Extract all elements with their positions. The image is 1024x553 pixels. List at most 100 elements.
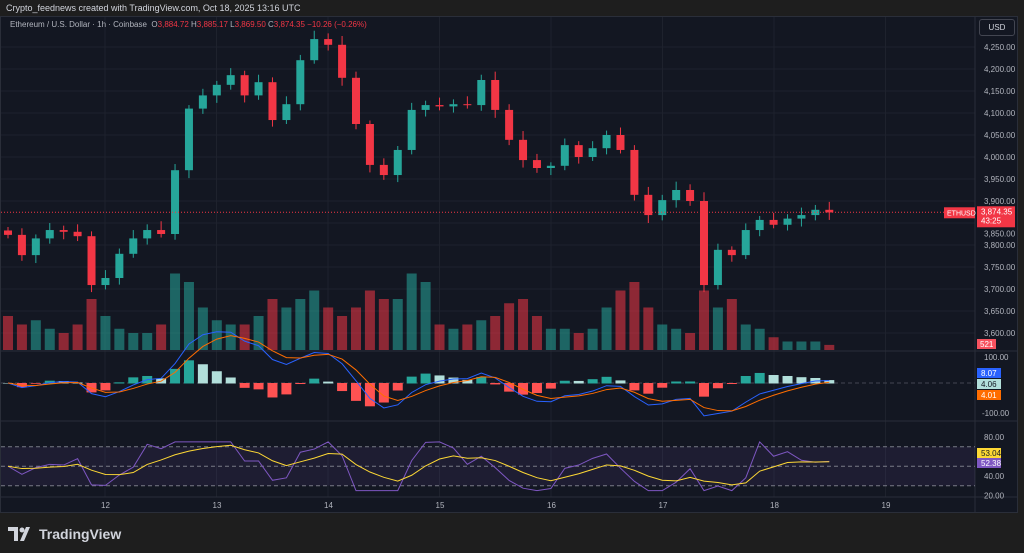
candle-body (212, 84, 221, 96)
volume-bar (643, 307, 654, 350)
volume-bar (406, 273, 417, 350)
volume-bar (392, 299, 403, 350)
volume-bar (253, 316, 264, 350)
macd-histogram-bar (601, 376, 612, 384)
candle-body (268, 82, 277, 121)
candle-body (17, 234, 26, 256)
macd-histogram-bar (114, 382, 125, 384)
macd-histogram-bar (364, 383, 375, 407)
time-tick: 17 (659, 501, 668, 510)
macd-histogram-bar (587, 379, 598, 384)
volume-bar (782, 341, 793, 350)
tradingview-logo[interactable]: TradingView (8, 526, 121, 542)
tradingview-logo-icon (8, 527, 30, 541)
volume-bar (476, 320, 487, 350)
close-label: C (268, 20, 274, 29)
candle-body (4, 230, 12, 235)
volume-bar (754, 328, 765, 350)
volume-bar (740, 324, 751, 350)
volume-bar (559, 328, 570, 350)
volume-bar (545, 328, 556, 350)
macd-histogram-bar (699, 383, 709, 397)
macd-value-tag (977, 368, 1001, 378)
candle-body (505, 109, 514, 140)
candle-body (630, 149, 639, 195)
volume-bar (211, 320, 222, 350)
volume-bar (434, 324, 445, 350)
volume-bar (601, 307, 612, 350)
price-tick: 3,600.00 (984, 329, 1016, 338)
volume-bar (587, 328, 598, 350)
macd-histogram-bar (629, 383, 640, 391)
macd-histogram-bar (253, 383, 264, 390)
volume-bar (16, 324, 27, 350)
volume-bar (712, 307, 723, 350)
macd-histogram-bar (643, 383, 654, 394)
candle-body (129, 238, 138, 254)
volume-bar (100, 316, 111, 350)
macd-histogram-bar (58, 381, 69, 384)
candle-body (31, 238, 40, 256)
logo-text: TradingView (39, 526, 122, 542)
candle-body (797, 215, 806, 219)
macd-histogram-bar (531, 383, 542, 394)
price-tick: 4,050.00 (984, 131, 1016, 140)
volume-bar (768, 337, 779, 350)
macd-histogram-bar (824, 380, 835, 384)
macd-histogram-bar (782, 375, 793, 384)
candle-body (741, 230, 750, 256)
candle-body (338, 44, 347, 78)
macd-histogram-bar (559, 380, 570, 384)
price-tick: 3,650.00 (984, 307, 1016, 316)
macd-histogram-bar (754, 372, 765, 384)
macd-histogram-bar (100, 383, 111, 391)
credit-text: Crypto_feednews created with TradingView… (6, 3, 301, 13)
candle-body (379, 164, 388, 176)
candle-body (324, 39, 333, 45)
candle-body (574, 145, 583, 157)
candle-body (546, 165, 555, 168)
symbol-tag (944, 207, 975, 219)
price-tick: 4,000.00 (984, 153, 1016, 162)
candle-body (491, 80, 500, 110)
macd-histogram-bar (712, 383, 723, 389)
volume-bar (462, 324, 473, 350)
currency-button[interactable]: USD (979, 19, 1015, 36)
high-label: H (191, 20, 197, 29)
symbol-title: Ethereum / U.S. Dollar · 1h · Coinbase (10, 20, 147, 29)
time-tick: 16 (547, 501, 556, 510)
candle-body (783, 218, 792, 225)
price-tick: 4,250.00 (984, 43, 1016, 52)
macd-histogram-bar (476, 376, 487, 384)
volume-bar (225, 324, 236, 350)
macd-histogram-bar (378, 383, 389, 403)
candle-body (184, 108, 193, 171)
macd-histogram-bar (518, 383, 529, 395)
volume-bar (114, 328, 125, 350)
chart-frame[interactable] (0, 16, 1018, 513)
volume-bar (420, 282, 431, 350)
time-tick: 13 (213, 501, 222, 510)
volume-bar (351, 307, 361, 350)
rsi-ma-tag (977, 448, 1001, 458)
volume-bar (295, 299, 306, 350)
volume-bar (629, 282, 640, 350)
volume-bar (531, 316, 542, 350)
candle-body (171, 170, 180, 234)
time-tick: 14 (324, 501, 333, 510)
ohlc-legend: Ethereum / U.S. Dollar · 1h · Coinbase O… (10, 20, 367, 29)
volume-bar (281, 307, 292, 350)
high-value: 3,885.17 (196, 20, 228, 29)
volume-bar (197, 307, 208, 350)
candle-body (602, 135, 611, 149)
macd-value-tag (977, 379, 1001, 389)
volume-bar (573, 333, 584, 350)
rsi-axis-tick: 20.00 (984, 492, 1005, 501)
candle-body (713, 249, 722, 286)
volume-bar (30, 320, 41, 350)
candle-body (310, 39, 319, 61)
volume-bar (615, 290, 626, 350)
macd-histogram-bar (183, 360, 194, 384)
candle-body (686, 190, 695, 201)
